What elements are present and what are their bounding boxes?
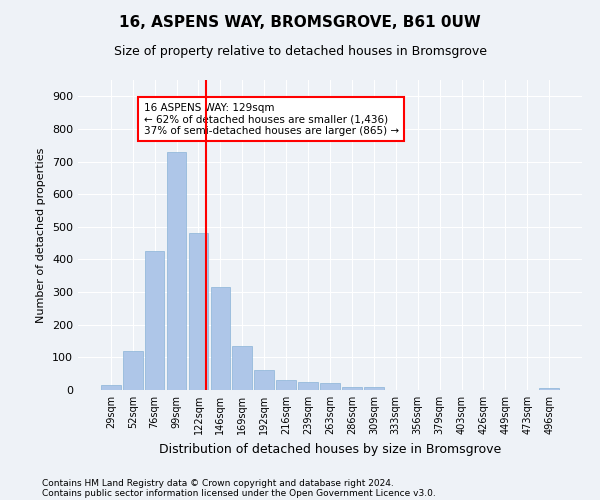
Y-axis label: Number of detached properties: Number of detached properties (37, 148, 46, 322)
Bar (276, 380, 296, 390)
Text: 16 ASPENS WAY: 129sqm
← 62% of detached houses are smaller (1,436)
37% of semi-d: 16 ASPENS WAY: 129sqm ← 62% of detached … (143, 102, 399, 136)
Text: Contains HM Land Registry data © Crown copyright and database right 2024.: Contains HM Land Registry data © Crown c… (42, 478, 394, 488)
Bar (254, 370, 274, 390)
Bar (232, 346, 252, 390)
Bar (188, 234, 208, 390)
Bar (364, 388, 384, 390)
Bar (145, 252, 164, 390)
Text: Contains public sector information licensed under the Open Government Licence v3: Contains public sector information licen… (42, 488, 436, 498)
Text: Size of property relative to detached houses in Bromsgrove: Size of property relative to detached ho… (113, 45, 487, 58)
Bar (342, 386, 362, 390)
Bar (167, 152, 187, 390)
Bar (320, 384, 340, 390)
Bar (123, 351, 143, 390)
Text: 16, ASPENS WAY, BROMSGROVE, B61 0UW: 16, ASPENS WAY, BROMSGROVE, B61 0UW (119, 15, 481, 30)
Bar (298, 382, 318, 390)
Bar (539, 388, 559, 390)
Bar (211, 287, 230, 390)
Bar (101, 385, 121, 390)
X-axis label: Distribution of detached houses by size in Bromsgrove: Distribution of detached houses by size … (159, 442, 501, 456)
